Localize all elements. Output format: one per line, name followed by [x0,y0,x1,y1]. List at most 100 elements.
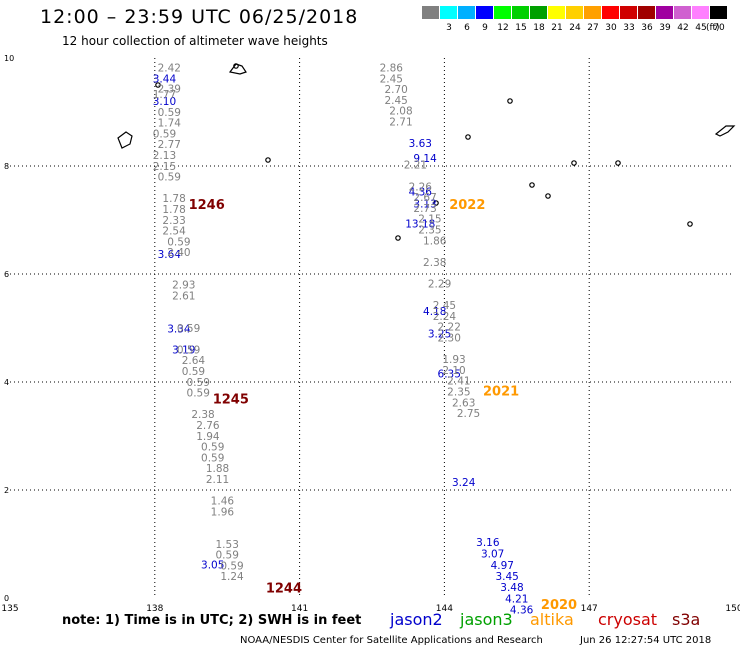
swh-data-label: 2.54 [162,226,186,238]
swh-data-label: 2.67 [413,192,436,204]
scale-label: 3 [446,23,452,33]
scale-label: 18 [533,23,545,33]
scale-swatch [602,6,619,19]
swh-data-label: 1.74 [158,118,182,130]
swh-data-label: 2.35 [447,387,470,399]
scale-label: 15 [515,23,527,33]
swh-data-label: 2.42 [158,63,181,75]
island-outline [545,193,551,199]
legend-jason3: jason3 [460,610,513,629]
swh-data-label: 3.16 [476,537,500,549]
scale-label: 6 [464,23,470,33]
swh-data-label: 2.64 [182,355,206,367]
swh-data-label: 2.24 [433,311,457,323]
page-title: 12:00 – 23:59 UTC 06/25/2018 [40,6,359,28]
island-outline [615,160,621,166]
swh-data-label: 4.36 [510,605,534,617]
swh-data-label: 2.71 [389,117,412,129]
pass-time-label: 2021 [483,385,519,400]
scale-swatch [692,6,709,19]
swh-data-label: 1.77 [153,89,176,101]
swh-data-label: 2.33 [162,215,185,227]
scale-label: 42 [677,23,689,33]
swh-data-label: 2.21 [404,160,427,172]
y-tick-label: 8 [4,162,9,171]
swh-data-label: 3.48 [500,582,523,594]
swh-data-label: 0.59 [158,107,181,119]
swh-data-label: 2.93 [172,280,195,292]
island-outline [507,98,513,104]
y-tick-label: 10 [4,54,14,63]
swh-data-label: 9.14 [413,153,437,165]
scale-label: 12 [497,23,509,33]
swh-data-label: 2.45 [433,300,456,312]
swh-data-label: 0.59 [216,550,239,562]
scale-swatch [674,6,691,19]
swh-data-label: 0.59 [153,128,176,140]
swh-data-label: 0.59 [182,366,205,378]
island-outline [265,157,271,163]
legend-cryosat: cryosat [598,610,658,629]
pass-time-label: 1244 [266,582,302,597]
y-tick-label: 4 [4,378,9,387]
swh-data-label: 2.11 [206,474,229,486]
legend-altika: altika [530,610,574,629]
scale-swatch [548,6,565,19]
swh-data-label: 2.63 [452,397,475,409]
scale-label: 36 [641,23,653,33]
island-outline [465,134,471,140]
swh-data-label: 13.18 [405,219,435,231]
page-subtitle: 12 hour collection of altimeter wave hei… [62,34,328,48]
swh-data-label: 2.75 [457,408,480,420]
y-tick-label: 2 [4,486,9,495]
x-tick-label: 138 [146,604,163,614]
legend-jason2: jason2 [390,610,443,629]
swh-data-label: 3.07 [481,549,504,561]
pass-time-label: 1246 [189,198,225,213]
swh-data-label: 2.86 [380,63,404,75]
scale-swatch [620,6,637,19]
swh-data-label: 3.25 [428,329,451,341]
x-tick-label: 150 [725,604,740,614]
swh-data-label: 3.64 [158,249,182,261]
island-outline [571,160,577,166]
legend-s3a: s3a [672,610,701,629]
scale-swatch [512,6,529,19]
island-outline [714,125,736,137]
swh-data-label: 2.35 [418,225,441,237]
swh-data-label: 3.45 [495,571,518,583]
swh-data-label: 2.45 [380,73,403,85]
y-tick-label: 6 [4,270,9,279]
swh-data-label: 3.44 [153,73,177,85]
swh-data-label: 3.10 [153,96,176,108]
swh-data-label: 2.30 [438,333,461,345]
pass-time-label: 2022 [449,198,485,213]
swh-data-label: 2.08 [389,106,412,118]
swh-data-label: 2.41 [447,376,470,388]
swh-data-label: 2.38 [191,409,214,421]
swh-data-label: 1.24 [220,571,244,583]
swh-data-label: 0.59 [201,452,224,464]
scale-swatch [530,6,547,19]
swh-data-label: 3.19 [172,344,195,356]
swh-data-label: 0.59 [187,377,210,389]
x-tick-label: 144 [436,604,453,614]
scale-swatch [710,6,727,19]
scale-label: 45 [695,23,707,33]
scale-swatch [476,6,493,19]
swh-data-label: 1.88 [206,463,229,475]
swh-data-label: 3.24 [452,477,476,489]
swh-data-label: 2.26 [409,181,433,193]
scale-swatch [422,6,439,19]
scale-swatch [656,6,673,19]
swh-data-label: 2.61 [172,290,195,302]
swh-data-label: 0.59 [220,560,243,572]
swh-data-label: 4.21 [505,593,528,605]
scale-swatch [566,6,583,19]
generated-timestamp: Jun 26 12:27:54 UTC 2018 [580,635,712,646]
swh-data-label: 1.78 [162,204,185,216]
swh-data-label: 2.73 [413,203,436,215]
pass-time-label: 2020 [541,598,577,613]
swh-data-label: 2.45 [384,95,407,107]
